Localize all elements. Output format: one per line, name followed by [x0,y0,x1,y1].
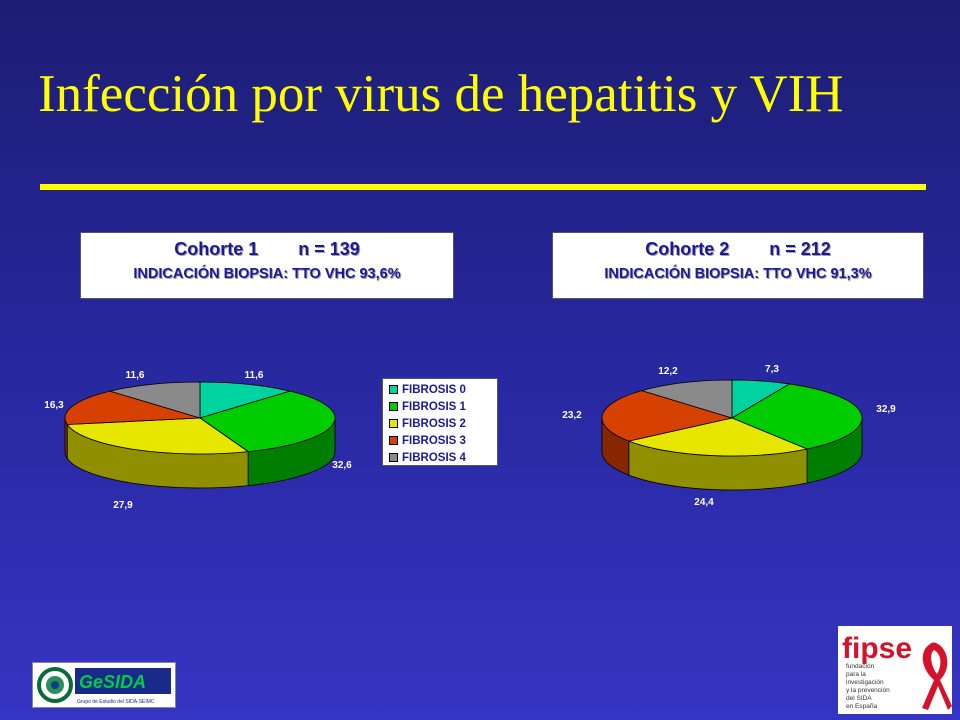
gesida-logo-caption: Grupo de Estudio del SIDA-SEIMC [77,699,155,705]
cohort-2-subheading: INDICACIÓN BIOPSIA: TTO VHC 91,3% [604,266,872,282]
pie-value-label: 16,3 [44,400,64,411]
gesida-logo: GeSIDA Grupo de Estudio del SIDA-SEIMC [32,662,176,708]
cohort-1-heading: Cohorte 1 n = 139 [174,239,360,259]
legend-item: FIBROSIS 0 [389,381,497,398]
pie-value-label: 11,6 [245,370,264,381]
legend-swatch [389,453,398,462]
pie-value-label: 32,6 [332,460,352,471]
legend-label: FIBROSIS 0 [402,383,466,396]
pie-value-label: 24,4 [694,497,714,508]
pie-slice-5 [640,379,733,419]
pie-slice-1 [199,381,292,419]
cohort-1-header: Cohorte 1 n = 139 INDICACIÓN BIOPSIA: TT… [80,232,454,299]
pie-value-label: 27,9 [113,500,133,511]
legend-item: FIBROSIS 2 [389,415,497,432]
fipse-caption-line: y la prevención [846,687,890,694]
legend-swatch [389,385,398,394]
legend-swatch [389,402,398,411]
legend-swatch [389,436,398,445]
pie-value-label: 23,2 [562,410,582,421]
pie-slice-4 [64,390,201,425]
pie-slice-5 [108,381,201,419]
fipse-caption-line: fundación [846,663,875,670]
legend-item: FIBROSIS 3 [389,432,497,449]
legend-label: FIBROSIS 1 [402,400,466,413]
legend-swatch [389,419,398,428]
pie-chart-2: 7,3 32,9 24,4 23,2 12,2 [562,364,896,508]
pie-slice-4 [601,390,734,442]
pie-chart-1: 11,6 32,6 27,9 16,3 11,6 [44,370,352,511]
fipse-caption-line: para la [846,671,866,678]
fipse-caption-line: en España [846,703,877,710]
pie-slice-3 [66,417,250,455]
fipse-logo-text: fipse [842,632,912,665]
pie-value-label: 32,9 [876,404,896,415]
pie-slice-2 [731,383,863,450]
legend-label: FIBROSIS 2 [402,417,466,430]
slide-title: Infección por virus de hepatitis y VIH [38,65,844,123]
legend-label: FIBROSIS 3 [402,434,466,447]
legend-item: FIBROSIS 1 [389,398,497,415]
pie-value-label: 12,2 [658,366,678,377]
gesida-logo-text: GeSIDA [79,672,146,692]
pie-value-label: 7,3 [765,364,779,375]
cohort-1-subheading: INDICACIÓN BIOPSIA: TTO VHC 93,6% [133,266,401,282]
pie-slice-2 [199,390,336,453]
red-ribbon-icon [922,642,952,710]
legend-label: FIBROSIS 4 [402,451,466,464]
fipse-logo: fipse fundación para la investigación y … [838,626,952,714]
cohort-2-heading: Cohorte 2 n = 212 [645,239,831,259]
pie-value-label: 11,6 [126,370,145,381]
fipse-caption-line: investigación [846,679,884,686]
title-underline [40,184,926,190]
cohort-2-header: Cohorte 2 n = 212 INDICACIÓN BIOPSIA: TT… [552,232,924,299]
pie-slice-3 [627,417,809,457]
chart-legend: FIBROSIS 0 FIBROSIS 1 FIBROSIS 2 FIBROSI… [382,378,498,466]
legend-item: FIBROSIS 4 [389,449,497,466]
fipse-caption-line: del SIDA [846,695,872,702]
